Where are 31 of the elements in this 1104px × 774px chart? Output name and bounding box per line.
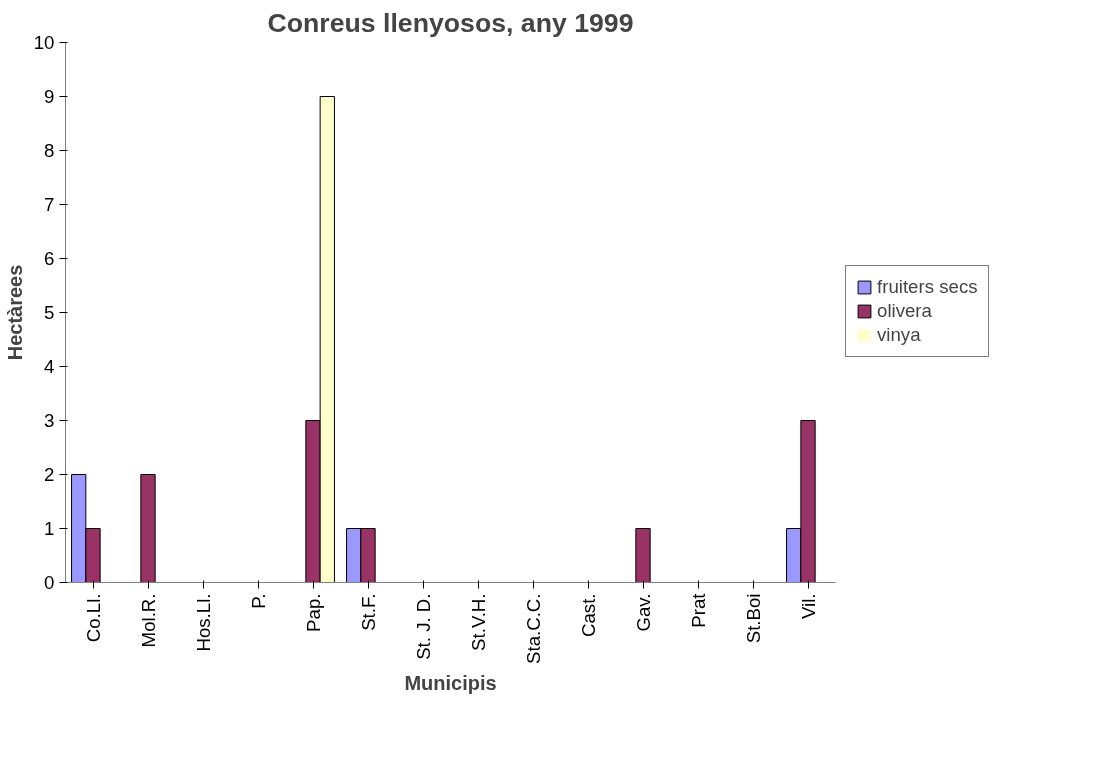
x-tick-label: St.F. xyxy=(357,593,379,631)
x-tick-label: Hos.Ll. xyxy=(192,593,214,652)
y-tick-label: 2 xyxy=(44,464,55,485)
x-tick-label: P. xyxy=(247,593,269,609)
y-tick-label: 8 xyxy=(44,140,55,161)
y-tick-label: 7 xyxy=(44,194,55,215)
x-tick-label: Sta.C.C. xyxy=(522,593,544,664)
x-tick-label: St. J. D. xyxy=(412,593,434,660)
x-tick-label: Cast. xyxy=(577,593,599,638)
legend-label: fruiters secs xyxy=(877,276,978,298)
x-tick-label: Pap. xyxy=(302,593,324,632)
y-tick-label: 4 xyxy=(44,356,55,377)
y-tick-label: 5 xyxy=(44,302,55,323)
y-tick-label: 1 xyxy=(44,518,55,539)
x-tick-label: Co.Ll. xyxy=(82,593,104,643)
y-axis-title: Hectàrees xyxy=(3,264,26,361)
x-tick-label: St.Boi xyxy=(742,593,764,644)
x-tick-label: Mol.R. xyxy=(137,593,159,648)
legend-label: vinya xyxy=(877,324,921,346)
x-tick-label: Vil. xyxy=(797,593,819,620)
y-tick-label: 10 xyxy=(33,32,55,53)
y-tick-label: 3 xyxy=(44,410,55,431)
chart-title: Conreus llenyosos, any 1999 xyxy=(267,7,634,38)
x-axis-title: Municipis xyxy=(404,672,497,694)
y-tick-label: 6 xyxy=(44,248,55,269)
y-tick-label: 9 xyxy=(44,86,55,107)
x-tick-label: Prat xyxy=(687,592,709,628)
x-tick-label: St.V.H. xyxy=(467,593,489,651)
y-tick-label: 0 xyxy=(44,572,55,593)
x-tick-label: Gav. xyxy=(632,593,654,632)
legend-label: olivera xyxy=(877,300,932,322)
